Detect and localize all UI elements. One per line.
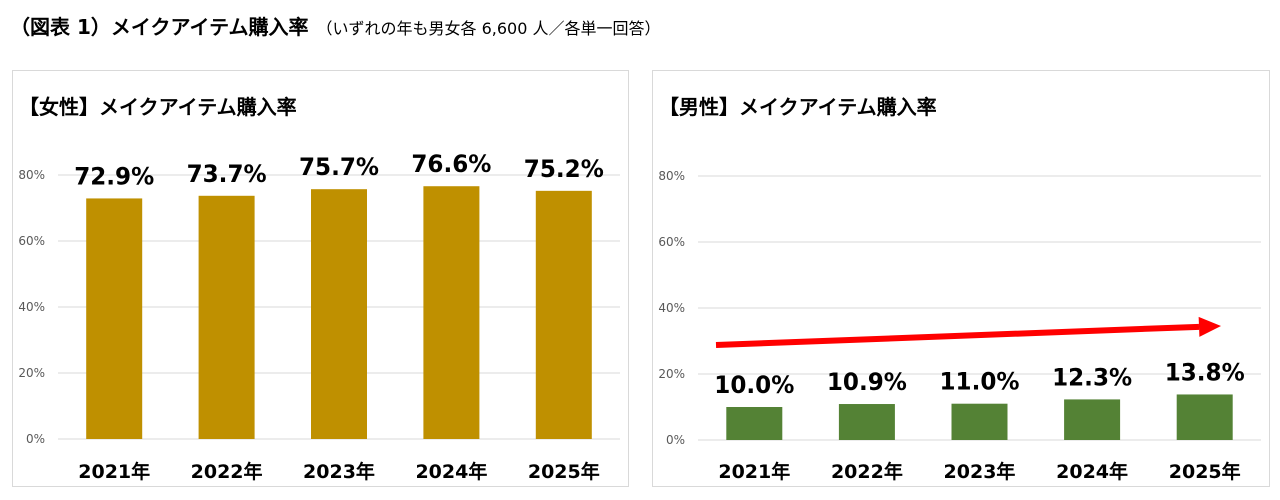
female-chart-panel: 0% 20% 40% 60% 80% 72.9% 2021年 73.7% 2022年 75.7% 2… bbox=[12, 70, 629, 487]
male-bar bbox=[1176, 394, 1233, 440]
female-chart-title: 【女性】メイクアイテム購入率 bbox=[19, 95, 297, 119]
male-bar bbox=[1064, 399, 1121, 440]
female-bar bbox=[311, 189, 367, 439]
male-y-tick-label: 20% bbox=[658, 367, 685, 381]
female-category-label: 2022年 bbox=[191, 460, 263, 483]
male-category-label: 2023年 bbox=[944, 460, 1016, 483]
male-data-label: 12.3% bbox=[1052, 363, 1132, 391]
female-data-label: 75.7% bbox=[299, 153, 379, 181]
female-y-tick-label: 40% bbox=[18, 300, 45, 314]
female-bar bbox=[86, 198, 143, 439]
male-bar bbox=[726, 407, 783, 440]
female-data-label: 72.9% bbox=[74, 162, 154, 190]
trend-arrow-shaft bbox=[715, 323, 1200, 348]
female-y-tick-label: 80% bbox=[18, 168, 45, 182]
male-data-label: 13.8% bbox=[1165, 358, 1245, 386]
page-title-main: （図表 1）メイクアイテム購入率 bbox=[10, 15, 309, 39]
female-bar bbox=[423, 186, 480, 439]
male-y-tick-label: 0% bbox=[666, 433, 685, 447]
male-category-label: 2024年 bbox=[1056, 460, 1128, 483]
male-chart-panel: 0% 20% 40% 60% 80% 10.0% 2021年 10.9% 2022年 11.0% 2… bbox=[652, 70, 1270, 487]
female-category-label: 2021年 bbox=[78, 460, 150, 483]
female-category-label: 2023年 bbox=[303, 460, 375, 483]
female-data-label: 76.6% bbox=[411, 150, 491, 178]
male-category-label: 2021年 bbox=[718, 460, 790, 483]
female-y-tick-label: 0% bbox=[26, 432, 45, 446]
female-category-label: 2025年 bbox=[528, 460, 600, 483]
female-chart-svg: 0% 20% 40% 60% 80% 72.9% 2021年 73.7% 2022年 75.7% 2… bbox=[18, 150, 620, 483]
female-y-tick-label: 20% bbox=[18, 366, 45, 380]
male-chart-svg: 0% 20% 40% 60% 80% 10.0% 2021年 10.9% 2022年 11.0% 2… bbox=[658, 169, 1261, 483]
male-bar bbox=[951, 403, 1008, 440]
female-bar bbox=[198, 195, 255, 439]
female-bar bbox=[535, 190, 592, 439]
male-bar bbox=[838, 404, 895, 440]
female-data-label: 75.2% bbox=[524, 155, 604, 183]
female-data-label: 73.7% bbox=[187, 160, 267, 188]
male-data-label: 10.0% bbox=[714, 371, 794, 399]
male-category-label: 2025年 bbox=[1169, 460, 1241, 483]
male-category-label: 2022年 bbox=[831, 460, 903, 483]
page-title: （図表 1）メイクアイテム購入率 （いずれの年も男女各 6,600 人／各単一回答… bbox=[10, 12, 660, 44]
trend-arrow-head bbox=[1198, 316, 1221, 337]
male-chart-title: 【男性】メイクアイテム購入率 bbox=[659, 95, 937, 119]
male-data-label: 11.0% bbox=[940, 368, 1020, 396]
female-category-label: 2024年 bbox=[415, 460, 487, 483]
male-y-tick-label: 60% bbox=[658, 235, 685, 249]
female-y-tick-label: 60% bbox=[18, 234, 45, 248]
male-y-tick-label: 80% bbox=[658, 169, 685, 183]
male-data-label: 10.9% bbox=[827, 368, 907, 396]
male-y-tick-label: 40% bbox=[658, 301, 685, 315]
page-title-sub: （いずれの年も男女各 6,600 人／各単一回答） bbox=[316, 19, 661, 38]
